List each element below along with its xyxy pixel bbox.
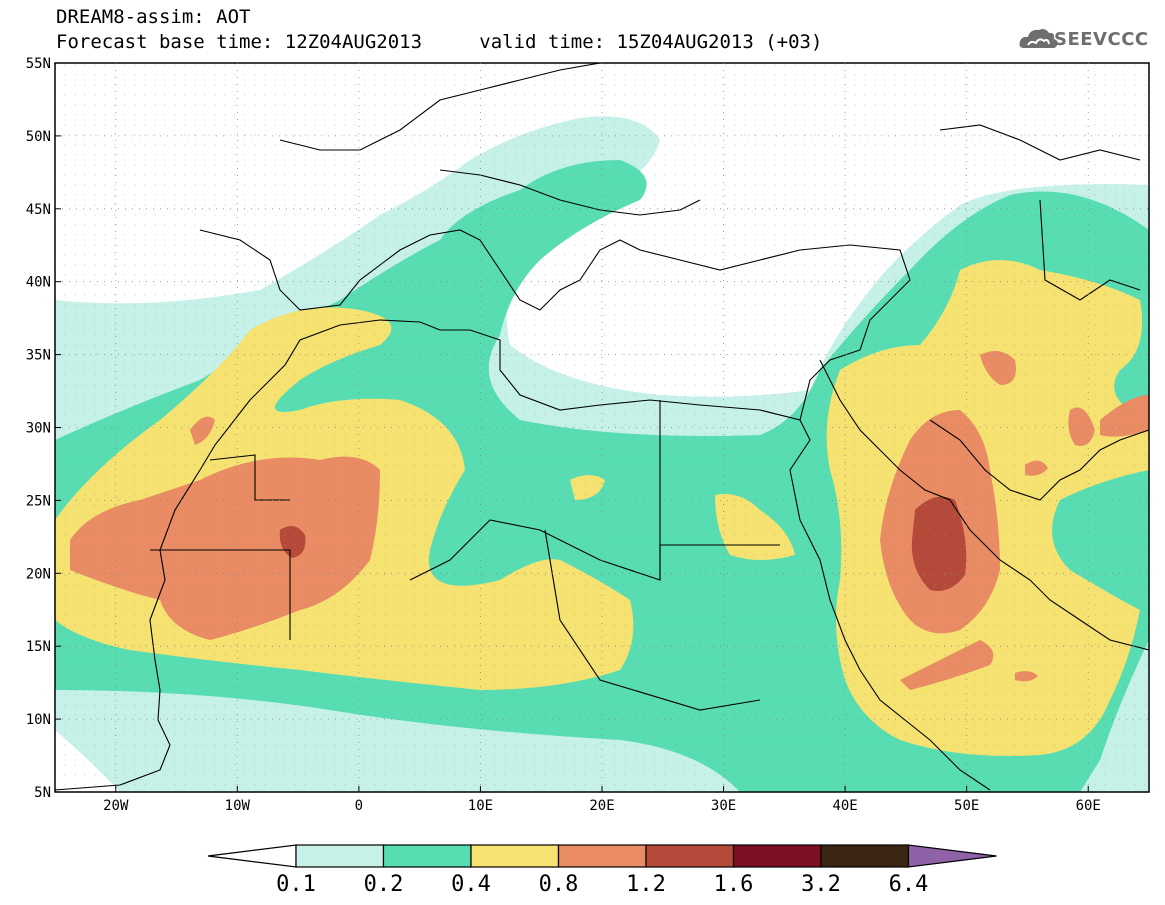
coastlines <box>55 63 1149 791</box>
base-time: Forecast base time: 12Z04AUG2013 <box>56 31 423 53</box>
lon-tick-label: 0 <box>355 798 363 814</box>
lat-tick-label: 15N <box>26 639 51 655</box>
valid-time: valid time: 15Z04AUG2013 (+03) <box>479 31 823 53</box>
lat-tick-label: 10N <box>26 712 51 728</box>
lon-tick-label: 10E <box>468 798 493 814</box>
lat-tick-label: 45N <box>26 202 51 218</box>
lat-tick-label: 5N <box>34 785 51 801</box>
lat-tick-labels: 55N 50N 45N 40N 35N 30N 25N 20N 15N 10N 5N <box>26 56 51 801</box>
lon-tick-label: 10W <box>225 798 251 814</box>
colorbar: 0.1 0.2 0.4 0.8 1.2 1.6 3.2 6.4 <box>207 844 997 897</box>
lat-tick-label: 30N <box>26 421 51 437</box>
colorbar-label: 1.2 <box>626 872 666 897</box>
lat-tick-label: 55N <box>26 56 51 72</box>
colorbar-swatch <box>732 844 822 868</box>
colorbar-swatch <box>645 844 735 868</box>
colorbar-label: 3.2 <box>801 872 841 897</box>
gridlines <box>55 62 1149 793</box>
colorbar-min-arrow <box>207 844 297 868</box>
map-title: DREAM8-assim: AOT <box>56 6 251 28</box>
colorbar-max-arrow <box>907 844 997 868</box>
colorbar-swatch <box>382 844 472 868</box>
colorbar-swatch <box>470 844 560 868</box>
aot-field <box>55 63 1149 792</box>
lon-tick-label: 50E <box>954 798 979 814</box>
colorbar-label: 0.1 <box>276 872 316 897</box>
lon-tick-labels: 20W 10W 0 10E 20E 30E 40E 50E 60E <box>103 798 1101 814</box>
colorbar-label: 0.4 <box>451 872 491 897</box>
colorbar-swatch <box>820 844 910 868</box>
colorbar-label: 6.4 <box>889 872 929 897</box>
cloud-icon <box>1019 29 1058 48</box>
colorbar-label: 0.2 <box>364 872 404 897</box>
logo-text: SEEVCCC <box>1054 29 1149 50</box>
lon-tick-label: 20W <box>103 798 129 814</box>
colorbar-label: 0.8 <box>539 872 579 897</box>
lat-tick-label: 40N <box>26 275 51 291</box>
colorbar-swatch <box>557 844 647 868</box>
colorbar-swatch <box>295 844 385 868</box>
forecast-times: Forecast base time: 12Z04AUG2013 valid t… <box>56 31 822 53</box>
lat-tick-label: 25N <box>26 493 51 509</box>
lat-tick-label: 20N <box>26 566 51 582</box>
lon-tick-label: 30E <box>711 798 736 814</box>
lon-tick-label: 20E <box>589 798 614 814</box>
lat-tick-label: 50N <box>26 129 51 145</box>
lon-tick-label: 60E <box>1076 798 1101 814</box>
lon-tick-label: 40E <box>832 798 857 814</box>
colorbar-label: 1.6 <box>714 872 754 897</box>
lat-tick-label: 35N <box>26 348 51 364</box>
